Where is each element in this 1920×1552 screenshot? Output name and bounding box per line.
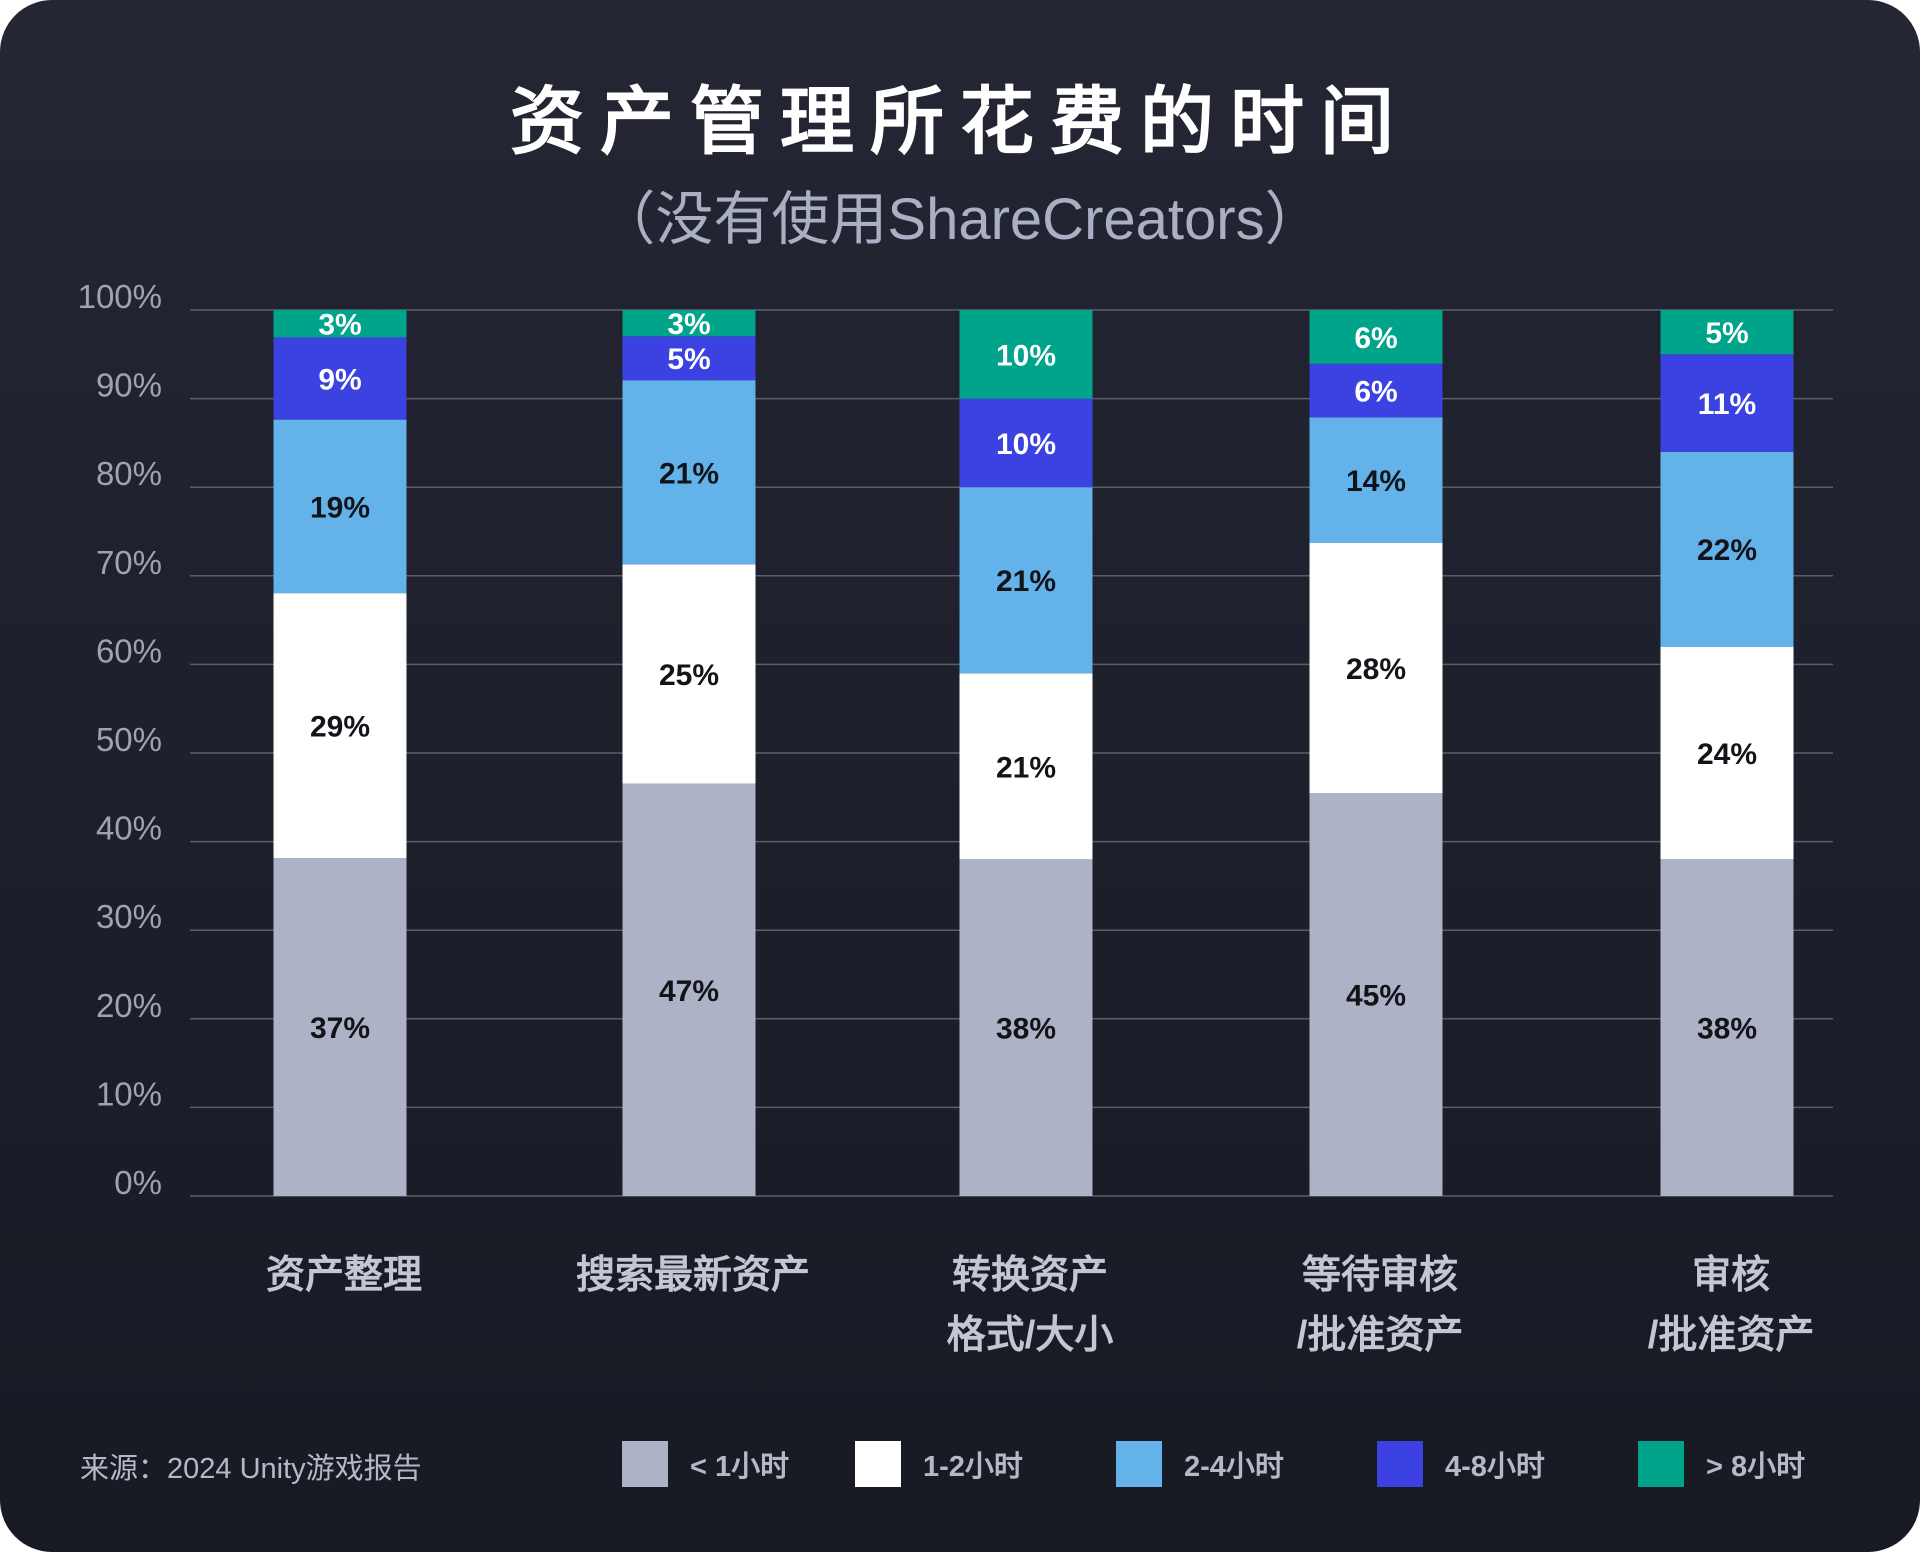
x-category-label: 资产整理 [266,1254,422,1297]
bar-segment [622,783,756,1196]
bar-segment [273,310,407,338]
bar-segment [1309,310,1443,364]
data-label: 29% [310,711,370,744]
legend-item: < 1小时 [622,1440,789,1488]
x-category-label: 审核 [1692,1254,1770,1297]
bar-segment [1660,354,1794,452]
bar-segment [959,487,1093,674]
data-label: 10% [996,428,1056,461]
data-label: 9% [318,364,361,397]
data-label: 10% [996,339,1056,372]
data-label: 38% [996,1013,1056,1046]
bar-segment [959,398,1093,488]
bar-segment [1660,310,1794,355]
legend-label: < 1小时 [690,1451,790,1483]
legend-swatch [1638,1441,1684,1487]
legend-swatch [855,1441,901,1487]
legend-item: > 8小时 [1638,1440,1805,1488]
data-label: 47% [659,975,719,1008]
x-category-label: /批准资产 [1297,1314,1464,1357]
data-label: 21% [996,565,1056,598]
x-category-label: 等待审核 [1302,1254,1458,1297]
data-label: 24% [1697,738,1757,771]
y-tick-label: 40% [96,810,162,847]
chart-subtitle: （没有使用ShareCreators） [597,187,1323,252]
y-tick-label: 100% [78,278,162,315]
x-category-label: /批准资产 [1648,1314,1815,1357]
legend-swatch [1116,1441,1162,1487]
data-label: 14% [1346,465,1406,498]
bar-segment [1309,363,1443,418]
bar-segment [622,380,756,565]
data-label: 6% [1354,376,1397,409]
data-label: 25% [659,659,719,692]
legend-label: 4-8小时 [1445,1451,1545,1483]
bar-segment [622,336,756,381]
data-label: 6% [1354,322,1397,355]
data-label: 22% [1697,534,1757,567]
bar-segment [1309,542,1443,794]
y-tick-label: 50% [96,721,162,758]
data-label: 21% [996,751,1056,784]
bar-segment [1660,859,1794,1196]
bar-segment [273,593,407,859]
data-label: 3% [318,309,361,342]
y-tick-label: 20% [96,987,162,1024]
legend-label: 2-4小时 [1184,1451,1284,1483]
y-tick-label: 80% [96,455,162,492]
data-label: 3% [667,308,710,341]
y-tick-label: 10% [96,1075,162,1112]
y-tick-label: 30% [96,898,162,935]
y-tick-label: 70% [96,544,162,581]
bar-segment [622,564,756,784]
legend-item: 4-8小时 [1377,1440,1545,1488]
legend-label: 1-2小时 [923,1451,1023,1483]
x-category-label: 转换资产 [952,1254,1108,1297]
data-label: 28% [1346,653,1406,686]
bar-segment [273,337,407,420]
bar-segment [1309,793,1443,1196]
bar-segment [273,419,407,594]
bar-segment [1309,417,1443,543]
data-label: 5% [667,343,710,376]
data-label: 21% [659,457,719,490]
y-tick-label: 60% [96,632,162,669]
bar-segment [1660,646,1794,860]
y-tick-label: 0% [114,1164,162,1201]
x-category-label: 搜索最新资产 [576,1254,810,1297]
data-label: 38% [1697,1013,1757,1046]
data-label: 5% [1705,317,1748,350]
bar-segment [959,859,1093,1196]
legend-label: > 8小时 [1706,1451,1806,1483]
x-category-label: 格式/大小 [947,1314,1114,1357]
bar-segment [1660,451,1794,647]
bar-segment [622,310,756,337]
data-label: 45% [1346,980,1406,1013]
data-label: 19% [310,491,370,524]
bar-segment [959,673,1093,860]
data-label: 11% [1698,388,1756,421]
bar-segment [959,310,1093,399]
y-tick-label: 90% [96,367,162,404]
source-note: 来源：2024 Unity游戏报告 [80,1453,422,1485]
data-label: 37% [310,1012,370,1045]
chart-title: 资产管理所花费的时间 [510,80,1410,163]
legend-item: 2-4小时 [1116,1440,1284,1488]
legend-item: 1-2小时 [855,1440,1023,1488]
bar-segment [273,858,407,1196]
legend-swatch [1377,1441,1423,1487]
legend-swatch [622,1441,668,1487]
